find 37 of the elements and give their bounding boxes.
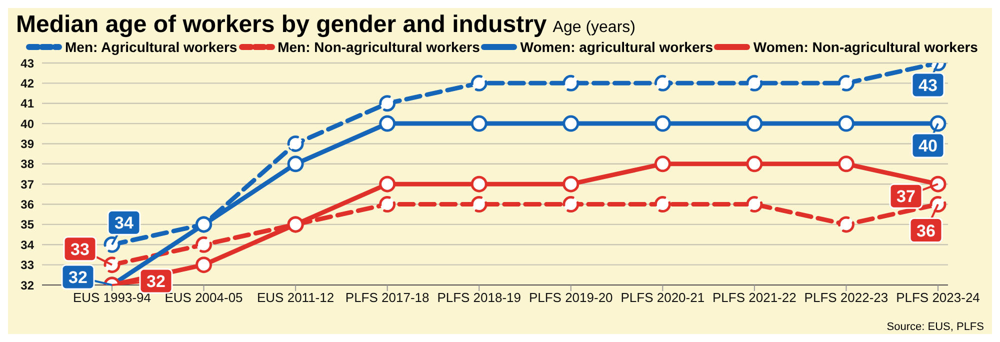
y-tick-label: 37	[20, 177, 34, 192]
data-label: 32	[146, 272, 166, 291]
x-tick-label: PLFS 2022-23	[804, 290, 888, 306]
x-tick-label: EUS 1993-94	[72, 290, 152, 306]
legend-label: Men: Non-agricultural workers	[278, 39, 480, 55]
x-tick-label: EUS 2004-05	[164, 290, 243, 306]
y-tick-label: 35	[20, 218, 34, 232]
y-tick-label: 40	[20, 116, 34, 131]
data-label: 40	[918, 136, 938, 156]
x-tick-label: PLFS 2023-24	[896, 290, 980, 306]
y-tick-label: 33	[20, 258, 34, 272]
legend-label: Women: agricultural workers	[520, 39, 713, 55]
legend-label: Women: Non-agricultural workers	[753, 39, 978, 55]
data-label: 37	[896, 187, 916, 206]
x-tick-label: PLFS 2019-20	[528, 290, 613, 306]
x-tick-label: PLFS 2017-18	[345, 290, 430, 306]
data-label: 32	[68, 268, 88, 287]
y-tick-label: 34	[20, 238, 34, 252]
y-tick-label: 38	[20, 157, 34, 172]
y-tick-label: 36	[20, 198, 34, 212]
x-tick-label: PLFS 2020-21	[620, 290, 705, 306]
data-label: 34	[114, 214, 134, 233]
x-tick-label: PLFS 2018-19	[437, 290, 522, 306]
data-label: 33	[70, 240, 90, 259]
y-tick-label: 32	[20, 278, 34, 292]
data-label: 43	[918, 76, 938, 95]
y-tick-label: 41	[20, 96, 34, 111]
y-tick-label: 42	[20, 76, 34, 90]
legend-label: Men: Agricultural workers	[65, 39, 238, 55]
x-tick-label: PLFS 2021-22	[712, 290, 796, 306]
data-label: 36	[916, 221, 936, 240]
source-note: Source: EUS, PLFS	[886, 321, 984, 333]
x-tick-label: EUS 2011-12	[257, 290, 334, 306]
y-tick-label: 43	[20, 56, 34, 70]
chart-title: Median age of workers by gender and industry	[16, 11, 547, 38]
y-tick-label: 39	[20, 136, 34, 151]
chart-subtitle: Age (years)	[552, 19, 636, 36]
